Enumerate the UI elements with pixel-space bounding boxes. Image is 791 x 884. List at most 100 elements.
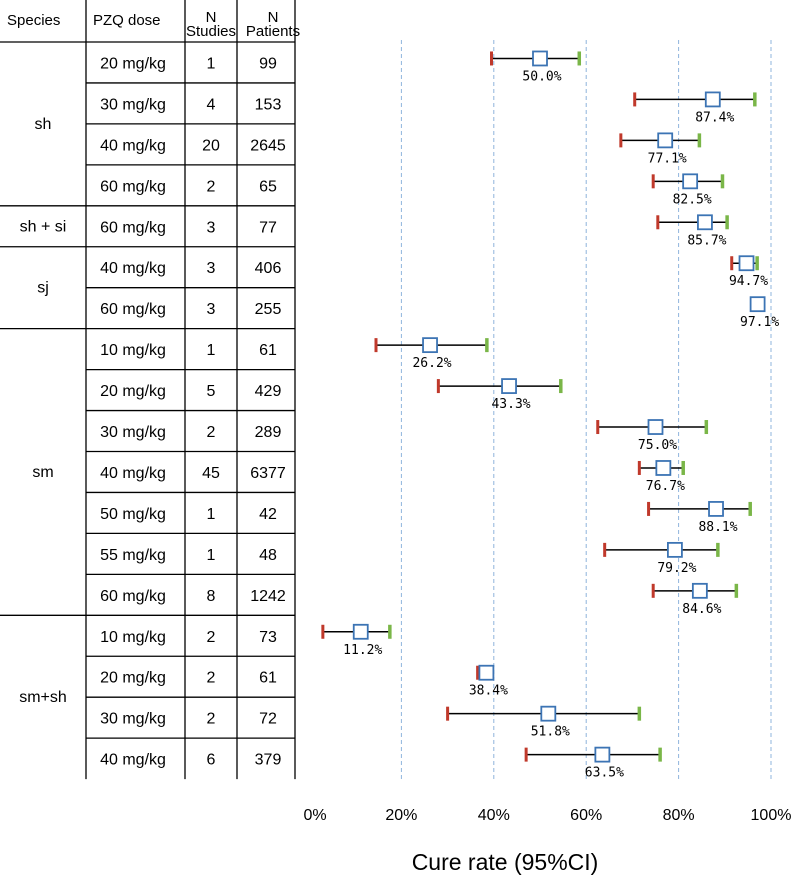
point-estimate-marker bbox=[501, 378, 517, 394]
point-estimate-marker bbox=[657, 132, 674, 149]
dose-cell: 40 mg/kg bbox=[100, 752, 166, 769]
point-estimate-marker bbox=[738, 255, 755, 272]
header-patients-bottom: Patients bbox=[246, 23, 300, 40]
point-estimate-marker bbox=[667, 541, 683, 558]
point-estimate-marker bbox=[655, 460, 672, 476]
studies-cell: 2 bbox=[207, 178, 216, 195]
header-dose: PZQ dose bbox=[93, 12, 161, 29]
studies-cell: 1 bbox=[207, 547, 216, 564]
point-estimate-marker bbox=[697, 214, 713, 231]
dose-cell: 20 mg/kg bbox=[100, 670, 166, 687]
patients-cell: 42 bbox=[259, 506, 277, 523]
studies-cell: 1 bbox=[207, 506, 216, 523]
point-estimate-label: 11.2% bbox=[343, 643, 382, 658]
point-estimate-marker bbox=[691, 582, 708, 599]
patients-cell: 1242 bbox=[250, 588, 286, 605]
point-estimate-marker bbox=[540, 705, 557, 722]
patients-cell: 6377 bbox=[250, 465, 286, 482]
studies-cell: 3 bbox=[207, 219, 216, 236]
point-estimate-label: 75.0% bbox=[638, 438, 677, 453]
point-estimate-marker bbox=[704, 91, 721, 108]
species-label: sh + si bbox=[20, 218, 67, 235]
point-estimate-label: 87.4% bbox=[695, 110, 734, 125]
point-estimate-label: 38.4% bbox=[469, 684, 508, 699]
patients-cell: 99 bbox=[259, 55, 277, 72]
patients-cell: 72 bbox=[259, 711, 277, 728]
point-estimate-label: 94.7% bbox=[729, 274, 768, 289]
dose-cell: 10 mg/kg bbox=[100, 629, 166, 646]
studies-cell: 3 bbox=[207, 260, 216, 277]
patients-cell: 65 bbox=[259, 178, 277, 195]
x-axis-title: Cure rate (95%CI) bbox=[412, 849, 599, 875]
dose-cell: 30 mg/kg bbox=[100, 96, 166, 113]
point-estimate-marker bbox=[749, 296, 766, 313]
studies-cell: 6 bbox=[207, 752, 216, 769]
studies-cell: 1 bbox=[207, 342, 216, 359]
point-estimate-marker bbox=[647, 419, 664, 435]
dose-cell: 40 mg/kg bbox=[100, 137, 166, 154]
species-label: sj bbox=[37, 280, 49, 297]
x-tick-label: 80% bbox=[663, 807, 695, 824]
point-estimate-label: 82.5% bbox=[673, 192, 712, 207]
patients-cell: 61 bbox=[259, 670, 277, 687]
studies-cell: 5 bbox=[207, 383, 216, 400]
species-label: sm bbox=[32, 464, 53, 481]
header-studies-top: N bbox=[206, 9, 217, 26]
dose-cell: 60 mg/kg bbox=[100, 301, 166, 318]
dose-cell: 40 mg/kg bbox=[100, 465, 166, 482]
point-estimate-marker bbox=[352, 623, 369, 640]
patients-cell: 48 bbox=[259, 547, 277, 564]
dose-cell: 40 mg/kg bbox=[100, 260, 166, 277]
point-estimate-label: 97.1% bbox=[740, 315, 779, 330]
studies-cell: 2 bbox=[207, 670, 216, 687]
dose-cell: 60 mg/kg bbox=[100, 219, 166, 236]
dose-cell: 30 mg/kg bbox=[100, 424, 166, 441]
studies-cell: 20 bbox=[202, 137, 220, 154]
dose-cell: 60 mg/kg bbox=[100, 178, 166, 195]
patients-cell: 153 bbox=[255, 96, 282, 113]
patients-cell: 289 bbox=[255, 424, 282, 441]
patients-cell: 255 bbox=[255, 301, 282, 318]
point-estimate-marker bbox=[478, 664, 495, 681]
x-tick-label: 40% bbox=[478, 807, 510, 824]
dose-cell: 60 mg/kg bbox=[100, 588, 166, 605]
studies-cell: 2 bbox=[207, 424, 216, 441]
point-estimate-label: 50.0% bbox=[522, 69, 561, 84]
dose-cell: 30 mg/kg bbox=[100, 711, 166, 728]
dose-cell: 50 mg/kg bbox=[100, 506, 166, 523]
point-estimate-label: 43.3% bbox=[491, 397, 530, 412]
point-estimate-label: 79.2% bbox=[657, 561, 696, 576]
point-estimate-label: 63.5% bbox=[585, 766, 624, 781]
point-estimate-marker bbox=[532, 50, 548, 67]
patients-cell: 77 bbox=[259, 219, 277, 236]
point-estimate-marker bbox=[422, 337, 438, 354]
header-patients-top: N bbox=[268, 9, 279, 26]
point-estimate-marker bbox=[708, 501, 724, 517]
dose-cell: 55 mg/kg bbox=[100, 547, 166, 564]
species-label: sm+sh bbox=[19, 689, 67, 706]
studies-cell: 3 bbox=[207, 301, 216, 318]
point-estimate-label: 76.7% bbox=[646, 479, 685, 494]
x-tick-label: 60% bbox=[570, 807, 602, 824]
point-estimate-marker bbox=[682, 173, 699, 190]
dose-cell: 20 mg/kg bbox=[100, 55, 166, 72]
point-estimate-label: 85.7% bbox=[687, 233, 726, 248]
patients-cell: 406 bbox=[255, 260, 282, 277]
header-studies-bottom: Studies bbox=[186, 23, 236, 40]
patients-cell: 73 bbox=[259, 629, 277, 646]
point-estimate-label: 84.6% bbox=[682, 602, 721, 617]
x-tick-label: 20% bbox=[385, 807, 417, 824]
header-species: Species bbox=[7, 12, 60, 29]
point-estimate-label: 88.1% bbox=[698, 520, 737, 535]
studies-cell: 8 bbox=[207, 588, 216, 605]
patients-cell: 379 bbox=[255, 752, 282, 769]
point-estimate-label: 26.2% bbox=[412, 356, 451, 371]
patients-cell: 429 bbox=[255, 383, 282, 400]
dose-cell: 20 mg/kg bbox=[100, 383, 166, 400]
studies-cell: 4 bbox=[207, 96, 216, 113]
patients-cell: 2645 bbox=[250, 137, 286, 154]
species-label: sh bbox=[35, 116, 52, 133]
